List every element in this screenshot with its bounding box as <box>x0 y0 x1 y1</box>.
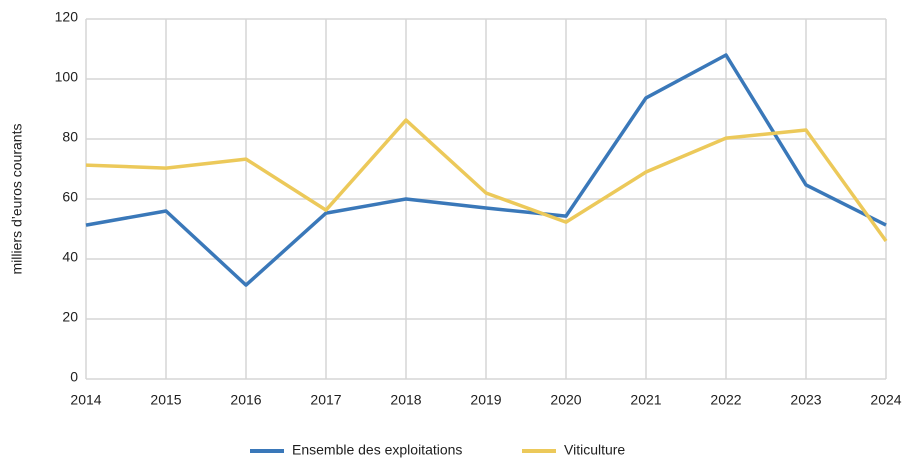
legend-label: Viticulture <box>564 442 625 458</box>
y-tick-label: 20 <box>62 309 78 325</box>
line-series <box>85 53 887 287</box>
x-tick-label: 2017 <box>310 392 341 408</box>
x-tick-label: 2015 <box>150 392 181 408</box>
x-tick-label: 2022 <box>710 392 741 408</box>
y-axis-label: milliers d’euros courants <box>9 124 25 275</box>
line-series <box>85 118 888 243</box>
y-tick-label: 100 <box>55 69 79 85</box>
x-tick-label: 2014 <box>70 392 101 408</box>
legend-label: Ensemble des exploitations <box>292 442 462 458</box>
y-tick-label: 60 <box>62 189 78 205</box>
y-tick-label: 120 <box>55 9 79 25</box>
x-tick-label: 2019 <box>470 392 501 408</box>
x-tick-label: 2023 <box>790 392 821 408</box>
x-tick-label: 2016 <box>230 392 261 408</box>
x-tick-label: 2021 <box>630 392 661 408</box>
x-tick-label: 2018 <box>390 392 421 408</box>
y-tick-label: 80 <box>62 129 78 145</box>
y-tick-label: 40 <box>62 249 78 265</box>
x-tick-label: 2024 <box>870 392 901 408</box>
x-tick-label: 2020 <box>550 392 581 408</box>
y-tick-label: 0 <box>70 369 78 385</box>
